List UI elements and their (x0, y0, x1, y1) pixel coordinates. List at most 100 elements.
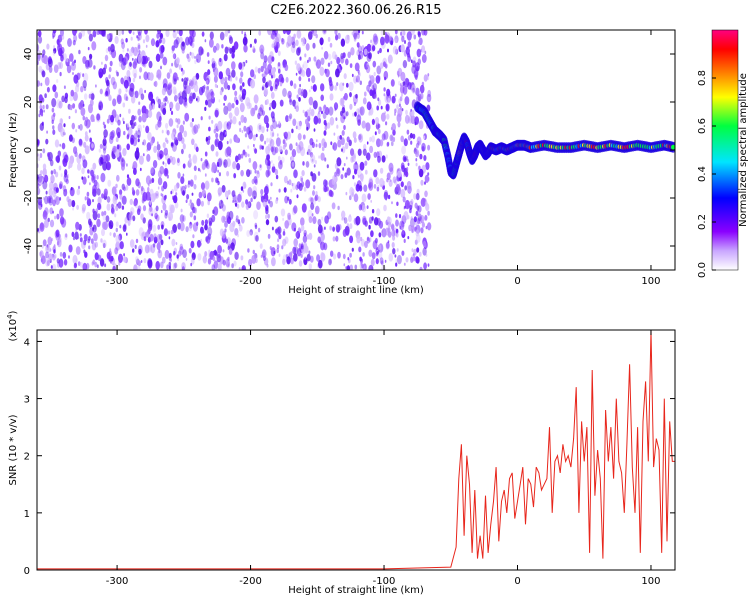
noise-speck (398, 214, 402, 219)
noise-speck (416, 247, 420, 253)
noise-speck (283, 131, 288, 139)
noise-speck (72, 91, 78, 102)
noise-speck (52, 125, 55, 130)
noise-speck (191, 52, 195, 59)
noise-speck (422, 247, 427, 256)
noise-speck (207, 226, 213, 236)
noise-speck (198, 191, 203, 199)
noise-speck (352, 131, 357, 139)
noise-speck (148, 60, 153, 69)
noise-speck (192, 234, 195, 239)
noise-speck (373, 169, 378, 178)
noise-speck (108, 256, 112, 262)
noise-speck (371, 209, 375, 214)
noise-speck (269, 139, 275, 148)
noise-speck (387, 54, 393, 64)
noise-speck (124, 216, 129, 224)
noise-speck (74, 231, 79, 240)
noise-speck (227, 30, 231, 34)
noise-speck (45, 138, 49, 145)
noise-speck (44, 93, 47, 99)
noise-speck (125, 38, 128, 43)
noise-speck (235, 202, 238, 207)
noise-speck (394, 93, 397, 98)
noise-speck (370, 230, 374, 238)
noise-speck (249, 231, 252, 236)
noise-speck (188, 202, 191, 206)
noise-speck (235, 99, 239, 106)
noise-speck (331, 178, 336, 186)
noise-speck (351, 247, 354, 252)
noise-speck (154, 190, 160, 199)
noise-speck (66, 196, 70, 203)
noise-speck (218, 71, 223, 80)
noise-speck (347, 51, 352, 59)
noise-speck (115, 183, 118, 189)
noise-speck (271, 160, 273, 164)
noise-speck (61, 95, 65, 103)
noise-speck (191, 118, 194, 122)
noise-speck (321, 110, 323, 115)
noise-speck (345, 58, 349, 66)
noise-speck (305, 179, 311, 189)
noise-speck (163, 83, 169, 93)
noise-speck (89, 53, 93, 60)
noise-speck (241, 88, 247, 97)
noise-speck (364, 240, 368, 248)
noise-speck (266, 137, 269, 143)
noise-speck (41, 244, 44, 249)
noise-speck (138, 50, 141, 55)
noise-speck (228, 248, 233, 256)
noise-speck (123, 79, 129, 89)
noise-speck (74, 59, 76, 64)
noise-speck (164, 162, 167, 167)
noise-speck (132, 68, 138, 77)
noise-speck (211, 177, 214, 183)
noise-speck (173, 78, 177, 85)
noise-speck (383, 61, 386, 68)
noise-speck (208, 249, 211, 254)
noise-speck (81, 167, 85, 175)
noise-speck (115, 204, 119, 212)
noise-speck (377, 244, 381, 250)
noise-speck (145, 109, 149, 114)
spectrogram-x-axis-title: Height of straight line (km) (288, 285, 424, 296)
noise-speck (104, 91, 108, 97)
noise-speck (340, 110, 343, 117)
noise-speck (423, 262, 427, 270)
noise-speck (334, 107, 337, 112)
noise-speck (189, 92, 195, 102)
noise-speck (51, 107, 55, 113)
noise-speck (222, 216, 226, 222)
noise-speck (415, 210, 419, 217)
noise-speck (323, 179, 328, 188)
noise-speck (106, 118, 110, 124)
noise-speck (349, 103, 353, 110)
noise-speck (420, 227, 424, 234)
noise-speck (189, 80, 195, 90)
noise-speck (408, 200, 414, 209)
noise-speck (172, 53, 176, 59)
noise-speck (164, 209, 169, 216)
noise-speck (271, 132, 275, 137)
noise-speck (92, 224, 97, 233)
noise-speck (105, 215, 110, 223)
noise-speck (288, 179, 292, 186)
noise-speck (76, 204, 79, 210)
noise-speck (378, 232, 382, 238)
noise-speck (292, 118, 297, 127)
noise-speck (235, 215, 239, 221)
noise-speck (243, 125, 247, 132)
noise-speck (237, 153, 242, 160)
noise-speck (86, 196, 89, 201)
noise-speck (247, 145, 250, 149)
noise-speck (414, 147, 417, 152)
noise-speck (135, 238, 139, 244)
noise-speck (80, 86, 84, 93)
noise-speck (403, 215, 406, 220)
noise-speck (67, 38, 72, 47)
noise-speck (241, 201, 245, 208)
noise-speck (161, 193, 164, 198)
noise-speck (108, 220, 114, 230)
noise-speck (161, 129, 164, 134)
